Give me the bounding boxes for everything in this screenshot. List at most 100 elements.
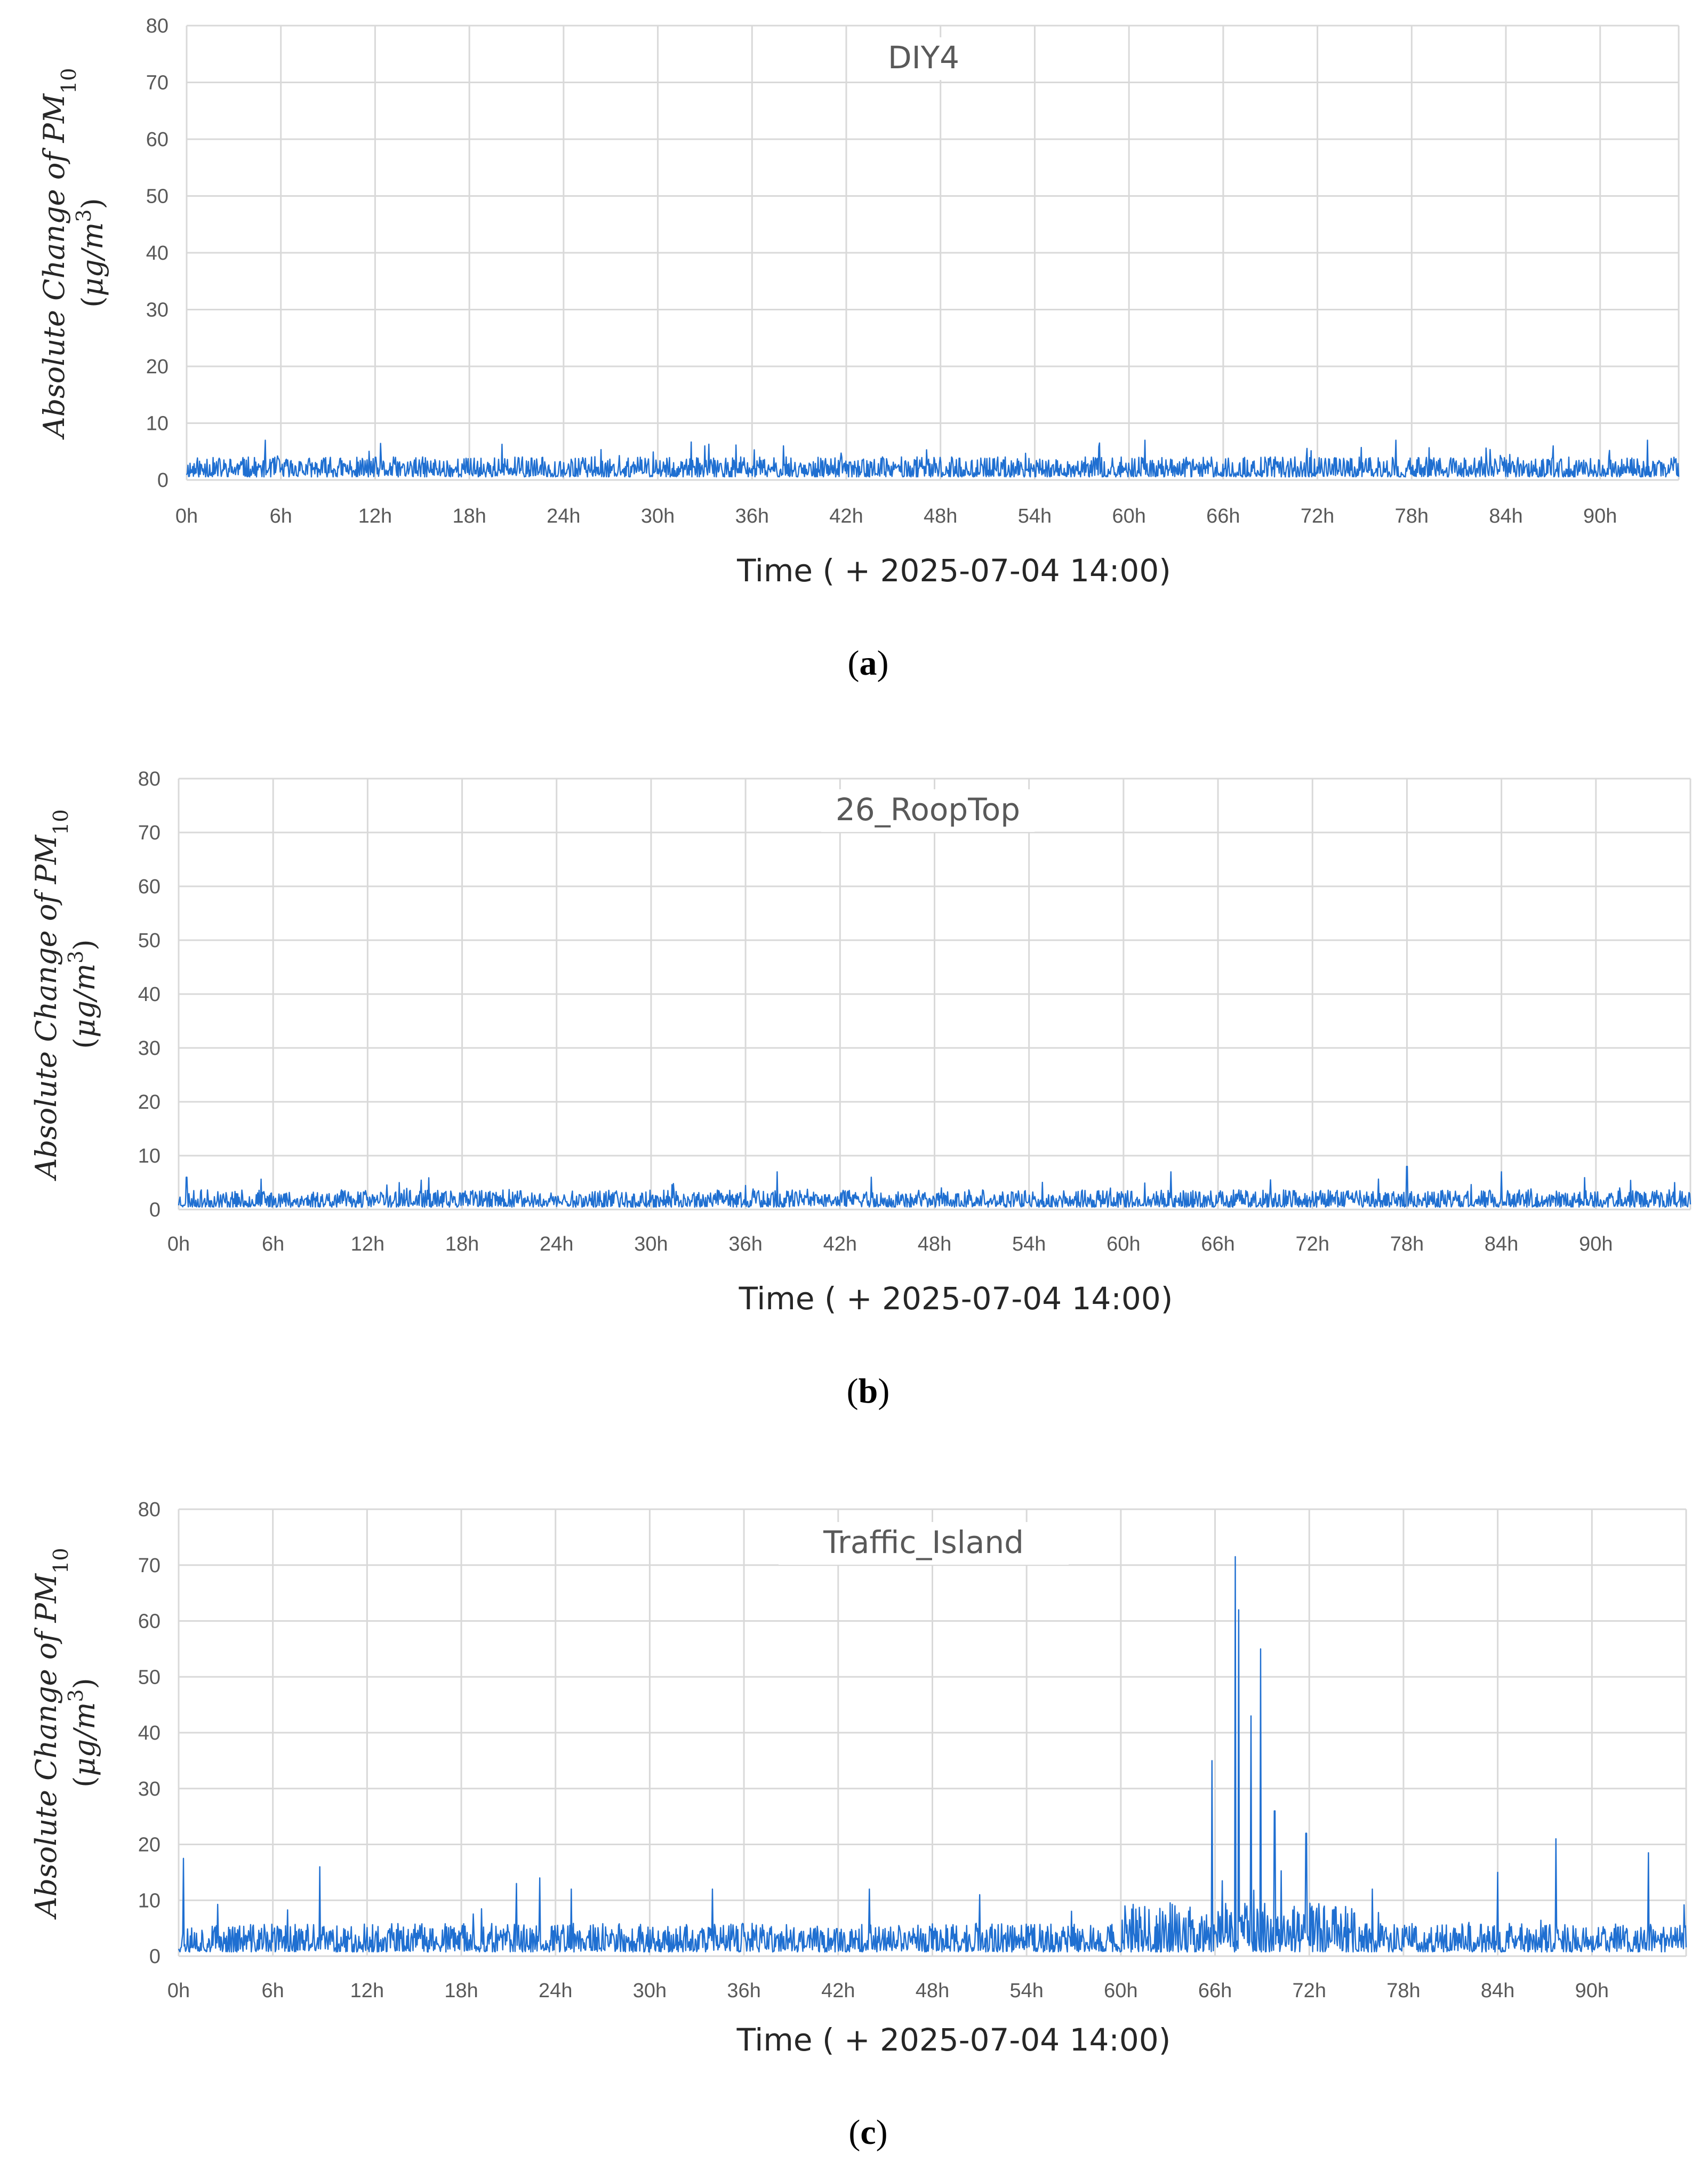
panel-c-x-tick-90h: 90h	[1575, 1980, 1609, 2002]
panel-c-grid	[178, 1508, 1687, 1957]
panel-a-x-tick-66h: 66h	[1206, 505, 1240, 527]
panel-b: 26_RoopTop 0 10 20 30 40 50 60 70 80 0h 6h 12h 18h 2…	[29, 768, 1691, 1411]
panel-b-x-tick-18h: 18h	[445, 1233, 479, 1255]
panel-a-x-tick-36h: 36h	[735, 505, 769, 527]
panel-b-y-axis-label-line2: (μg/m3)	[64, 939, 101, 1048]
panel-c-x-tick-42h: 42h	[821, 1980, 855, 2002]
panel-b-y-tick-50: 50	[138, 930, 161, 952]
panel-a-y-axis-label-line2: (μg/m3)	[72, 198, 109, 307]
panel-a-x-tick-54h: 54h	[1018, 505, 1052, 527]
panel-a-y-tick-60: 60	[146, 129, 169, 151]
panel-b-series-line	[178, 1166, 1691, 1208]
panel-b-series-group	[178, 1166, 1691, 1208]
panel-b-x-tick-30h: 30h	[634, 1233, 668, 1255]
panel-b-x-tick-48h: 48h	[918, 1233, 951, 1255]
panel-b-y-axis-label-line1: Absolute Change of PM10	[29, 809, 73, 1181]
panel-a-x-axis-label: Time ( + 2025-07-04 14:00)	[736, 552, 1171, 589]
panel-a-x-ticks: 0h 6h 12h 18h 24h 30h 36h 42h 48h 54h 60h 66h 72h 78h…	[175, 505, 1617, 527]
panel-a-y-tick-50: 50	[146, 186, 169, 208]
panel-b-x-tick-42h: 42h	[823, 1233, 857, 1255]
panel-c-y-tick-20: 20	[138, 1834, 161, 1856]
panel-a-x-tick-60h: 60h	[1112, 505, 1145, 527]
panel-c-y-axis-label-line1: Absolute Change of PM10	[29, 1548, 73, 1920]
panel-c-series-group	[178, 1556, 1687, 1953]
panel-c-x-tick-84h: 84h	[1481, 1980, 1514, 2002]
panel-b-y-tick-40: 40	[138, 983, 161, 1006]
panel-c-x-tick-18h: 18h	[444, 1980, 478, 2002]
panel-b-x-tick-0h: 0h	[167, 1233, 190, 1255]
panel-a-series-line	[186, 439, 1680, 478]
panel-c-y-axis-label-line2: (μg/m3)	[64, 1678, 101, 1787]
panel-a-caption: (a)	[848, 644, 889, 683]
panel-c-x-tick-6h: 6h	[262, 1980, 284, 2002]
panel-c-y-tick-10: 10	[138, 1889, 161, 1912]
panel-c-y-tick-60: 60	[138, 1611, 161, 1633]
panel-a-x-tick-90h: 90h	[1583, 505, 1617, 527]
panel-c-x-tick-12h: 12h	[350, 1980, 384, 2002]
panel-c-x-tick-36h: 36h	[727, 1980, 760, 2002]
panel-c-caption: (c)	[848, 2113, 887, 2152]
panel-b-x-tick-12h: 12h	[351, 1233, 384, 1255]
panel-b-x-tick-60h: 60h	[1106, 1233, 1140, 1255]
panel-b-y-tick-0: 0	[149, 1199, 161, 1221]
panel-a-y-tick-70: 70	[146, 72, 169, 94]
panel-a-title-background	[875, 37, 973, 80]
panel-a: DIY4 0 10 20 30 40 50 60 70 80 0h 6h 12h 18h 24h 30h 3…	[37, 15, 1680, 683]
panel-c-y-tick-50: 50	[138, 1666, 161, 1688]
panel-b-grid	[178, 778, 1691, 1211]
panel-a-x-tick-0h: 0h	[175, 505, 198, 527]
panel-c-x-tick-78h: 78h	[1386, 1980, 1420, 2002]
panel-c: Traffic_Island 0 10 20 30 40 50 60 70 80 0h 6h 12h…	[29, 1499, 1687, 2152]
panel-a-y-tick-40: 40	[146, 242, 169, 265]
panel-c-x-axis-label: Time ( + 2025-07-04 14:00)	[736, 2022, 1171, 2058]
panel-c-x-ticks: 0h 6h 12h 18h 24h 30h 36h 42h 48h 54h 60h 66h 72h 78h…	[167, 1980, 1609, 2002]
panel-a-y-tick-30: 30	[146, 299, 169, 322]
panel-a-y-axis-label-line1: Absolute Change of PM10	[37, 68, 81, 440]
panel-b-title-background	[821, 789, 1035, 832]
panel-b-x-tick-78h: 78h	[1390, 1233, 1424, 1255]
panel-c-chart-title: Traffic_Island	[823, 1524, 1024, 1560]
panel-b-x-tick-36h: 36h	[728, 1233, 762, 1255]
panel-a-y-tick-80: 80	[146, 15, 169, 37]
panel-c-y-tick-80: 80	[138, 1499, 161, 1521]
panel-c-y-tick-30: 30	[138, 1778, 161, 1800]
panel-b-x-ticks: 0h 6h 12h 18h 24h 30h 36h 42h 48h 54h 60h 66h 72h 78h…	[167, 1233, 1613, 1255]
panel-a-y-tick-10: 10	[146, 413, 169, 435]
panel-b-y-tick-10: 10	[138, 1145, 161, 1167]
panel-b-x-tick-66h: 66h	[1201, 1233, 1234, 1255]
panel-c-y-tick-70: 70	[138, 1555, 161, 1577]
panel-a-series-group	[186, 439, 1680, 478]
panel-b-y-tick-70: 70	[138, 822, 161, 844]
panel-c-x-tick-60h: 60h	[1104, 1980, 1137, 2002]
panel-a-y-ticks: 0 10 20 30 40 50 60 70 80	[146, 15, 169, 492]
panel-b-y-ticks: 0 10 20 30 40 50 60 70 80	[138, 768, 161, 1221]
panel-c-y-ticks: 0 10 20 30 40 50 60 70 80	[138, 1499, 161, 1968]
panel-c-x-tick-0h: 0h	[167, 1980, 190, 2002]
panel-c-x-tick-54h: 54h	[1009, 1980, 1043, 2002]
panel-b-x-tick-90h: 90h	[1579, 1233, 1613, 1255]
panel-b-y-tick-20: 20	[138, 1091, 161, 1114]
panel-a-grid	[186, 25, 1680, 481]
panel-a-x-tick-12h: 12h	[358, 505, 392, 527]
panel-a-x-tick-78h: 78h	[1395, 505, 1429, 527]
panel-b-x-tick-84h: 84h	[1485, 1233, 1518, 1255]
panel-a-x-tick-72h: 72h	[1301, 505, 1334, 527]
panel-a-x-tick-18h: 18h	[452, 505, 486, 527]
panel-b-x-axis-label: Time ( + 2025-07-04 14:00)	[739, 1280, 1173, 1317]
panel-c-series-line	[178, 1556, 1687, 1953]
panel-c-x-tick-48h: 48h	[916, 1980, 949, 2002]
panel-a-x-tick-48h: 48h	[924, 505, 957, 527]
panel-a-x-tick-6h: 6h	[270, 505, 292, 527]
panel-b-y-tick-80: 80	[138, 768, 161, 790]
panel-a-chart-title: DIY4	[888, 39, 959, 76]
panel-b-caption: (b)	[847, 1372, 890, 1411]
panel-a-y-tick-0: 0	[157, 469, 169, 492]
panel-c-x-tick-24h: 24h	[539, 1980, 572, 2002]
panel-b-y-tick-60: 60	[138, 876, 161, 898]
panel-c-x-tick-30h: 30h	[633, 1980, 667, 2002]
panel-a-x-tick-84h: 84h	[1489, 505, 1522, 527]
panel-b-x-tick-54h: 54h	[1012, 1233, 1046, 1255]
panel-b-x-tick-72h: 72h	[1296, 1233, 1329, 1255]
panel-b-y-tick-30: 30	[138, 1037, 161, 1060]
